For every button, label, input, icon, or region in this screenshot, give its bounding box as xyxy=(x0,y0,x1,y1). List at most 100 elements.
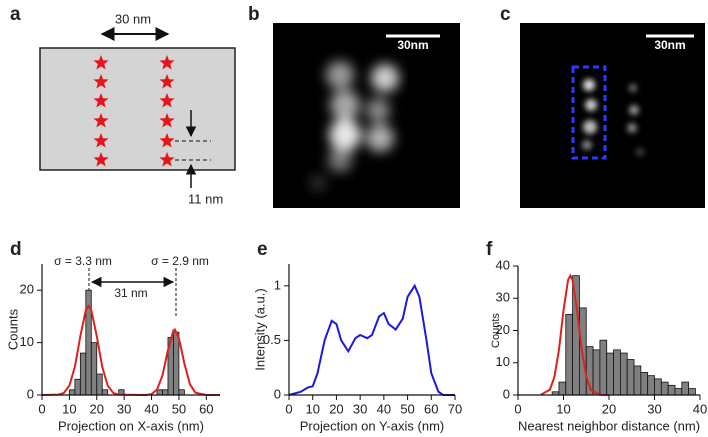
x-tick-label: 60 xyxy=(424,401,438,416)
x-tick-label: 10 xyxy=(305,401,319,416)
y-axis-label: Intensity (a.u.) xyxy=(252,288,267,370)
bar xyxy=(96,373,103,396)
bar xyxy=(101,389,109,396)
panel-label: a xyxy=(10,4,21,25)
fit-curve xyxy=(41,304,220,397)
x-tick-label: 70 xyxy=(448,401,462,416)
y-tick-label: 10 xyxy=(496,354,510,369)
star xyxy=(93,133,109,148)
annotation: σ = 3.3 nm xyxy=(54,254,112,268)
bar xyxy=(606,352,614,396)
y-tick-label: 30 xyxy=(496,290,510,305)
bar xyxy=(688,388,696,396)
image-c xyxy=(520,23,705,208)
star xyxy=(93,113,109,128)
bar xyxy=(647,375,655,396)
y-axis-label: Counts xyxy=(5,308,20,350)
star xyxy=(159,55,175,70)
sample-box xyxy=(39,47,236,171)
x-tick-label: 30 xyxy=(353,401,367,416)
x-tick-label: 10 xyxy=(62,401,76,416)
y-tick-label: 0 xyxy=(503,386,510,401)
x-tick-label: 20 xyxy=(329,401,343,416)
star xyxy=(159,74,175,89)
bar xyxy=(626,359,635,396)
x-tick-label: 40 xyxy=(144,401,158,416)
scale-label: 30nm xyxy=(654,38,685,52)
y-tick-label: 20 xyxy=(496,322,510,337)
scale-label: 30nm xyxy=(397,38,428,52)
fit-curve xyxy=(540,273,610,396)
bar xyxy=(558,381,567,396)
x-tick-label: 20 xyxy=(90,401,104,416)
bar xyxy=(613,349,621,396)
y-tick-label: 0 xyxy=(27,386,34,401)
x-axis-label: Projection on Y-axis (nm) xyxy=(300,418,445,433)
bar xyxy=(173,331,180,396)
bar xyxy=(74,378,81,396)
stars xyxy=(93,55,175,167)
annotation: σ = 2.9 nm xyxy=(151,254,209,268)
x-tick-label: 30 xyxy=(647,401,661,416)
y-tick-label: 0 xyxy=(274,386,281,401)
x-tick-label: 30 xyxy=(117,401,131,416)
bar xyxy=(156,389,163,396)
bar xyxy=(681,381,690,396)
bar xyxy=(565,313,574,396)
bar xyxy=(674,388,683,396)
blobs xyxy=(310,61,399,191)
image-b xyxy=(273,23,460,208)
y-tick-label: 40 xyxy=(496,257,510,272)
x-axis-label: Projection on X-axis (nm) xyxy=(58,418,204,433)
width-label: 30 nm xyxy=(115,11,151,26)
blobs xyxy=(582,79,644,156)
y-tick-label: 1 xyxy=(274,277,281,292)
x-tick-label: 0 xyxy=(285,401,292,416)
x-tick-label: 40 xyxy=(377,401,391,416)
selection-box xyxy=(571,65,607,160)
bar xyxy=(599,339,608,396)
bar xyxy=(667,384,676,396)
panel-label: c xyxy=(500,4,511,25)
panel-label: f xyxy=(486,239,493,260)
bar xyxy=(654,378,662,396)
bar xyxy=(90,342,98,396)
panel-label: e xyxy=(257,239,268,260)
x-tick-label: 50 xyxy=(172,401,186,416)
x-tick-label: 20 xyxy=(602,401,616,416)
bar xyxy=(619,352,628,396)
y-tick-label: 0.5 xyxy=(263,332,281,347)
x-tick-label: 0 xyxy=(514,401,521,416)
star xyxy=(159,133,175,148)
spacing-label: 11 nm xyxy=(188,191,223,206)
bar xyxy=(592,349,601,396)
star xyxy=(93,152,109,167)
x-tick-label: 50 xyxy=(400,401,414,416)
star xyxy=(93,55,109,70)
line xyxy=(288,283,455,396)
panel-label: d xyxy=(10,239,22,260)
star xyxy=(159,93,175,108)
x-axis-label: Nearest neighbor distance (nm) xyxy=(518,418,700,433)
bar xyxy=(178,389,185,396)
x-tick-label: 60 xyxy=(199,401,213,416)
bar xyxy=(162,389,169,396)
star xyxy=(93,93,109,108)
bar xyxy=(640,372,649,396)
star xyxy=(159,113,175,128)
x-tick-label: 40 xyxy=(693,401,707,416)
y-tick-label: 10 xyxy=(20,334,34,349)
bar xyxy=(79,352,87,396)
annotation: 31 nm xyxy=(114,286,147,300)
bar xyxy=(633,365,642,396)
x-tick-label: 10 xyxy=(556,401,570,416)
x-tick-label: 0 xyxy=(38,401,45,416)
star xyxy=(159,152,175,167)
bar xyxy=(660,381,669,396)
star xyxy=(93,74,109,89)
y-axis-label: Counts xyxy=(490,313,502,348)
panel-label: b xyxy=(248,4,260,25)
y-tick-label: 20 xyxy=(20,282,34,297)
bar xyxy=(68,389,76,396)
